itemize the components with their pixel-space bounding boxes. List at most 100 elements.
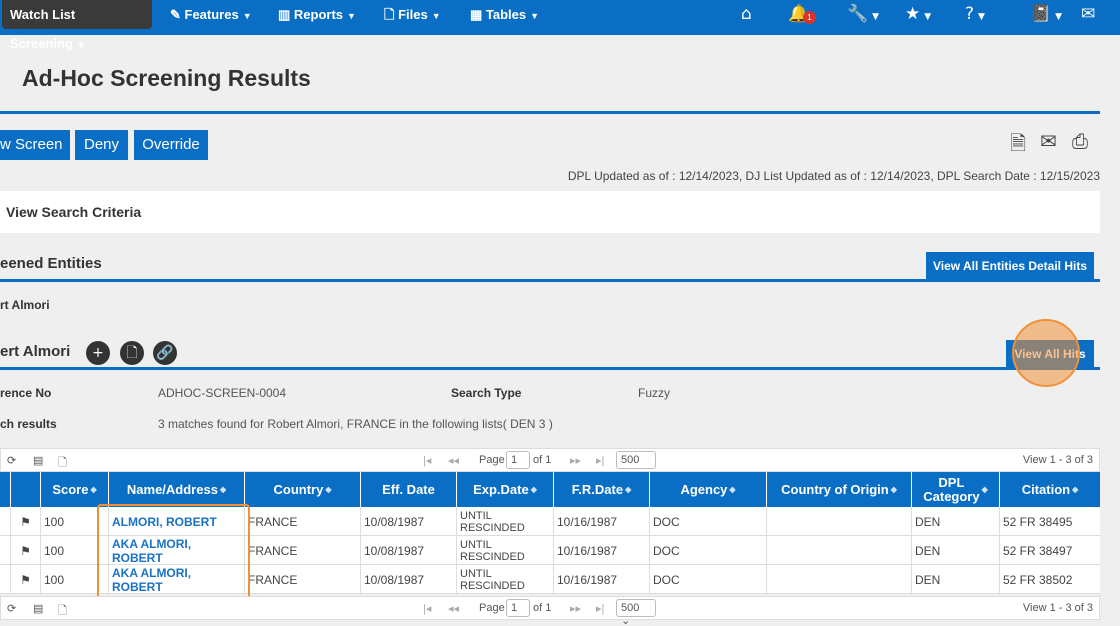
header-dpl-category[interactable]: DPL Category ◆ xyxy=(911,472,999,507)
file-icon: 🗋 xyxy=(384,7,399,22)
screened-divider xyxy=(0,279,1100,282)
header-agency[interactable]: Agency ◆ xyxy=(649,472,766,507)
cell-name-link[interactable]: AKA ALMORI, ROBERT xyxy=(108,565,244,594)
next-page-icon[interactable]: ▸▸ xyxy=(570,455,582,467)
help-icon[interactable]: ? ▼ xyxy=(965,4,985,24)
mail-icon[interactable]: ✉ xyxy=(1081,4,1096,24)
col-flag xyxy=(10,472,40,507)
cell-dpl-category: DEN xyxy=(911,536,999,565)
columns-icon[interactable]: ▤ xyxy=(33,455,44,467)
star-icon[interactable]: ★ ▼ xyxy=(905,4,932,24)
notification-badge: 1 xyxy=(803,11,816,24)
chart-icon: ▥ xyxy=(278,7,294,22)
page-input[interactable]: 1 xyxy=(506,451,530,469)
table-row[interactable]: ⚑ 100 AKA ALMORI, ROBERT FRANCE 10/08/19… xyxy=(0,565,1100,594)
menu-files[interactable]: 🗋 Files ▼ xyxy=(384,0,441,29)
cell-exp-date: UNTIL RESCINDED xyxy=(456,565,553,594)
export-icon[interactable]: 🗋 xyxy=(58,457,67,469)
header-country-of-origin[interactable]: Country of Origin ◆ xyxy=(766,472,911,507)
cell-country: FRANCE xyxy=(244,565,360,594)
last-page-icon[interactable]: ▸| xyxy=(596,603,605,615)
export-icon[interactable]: 🗋 xyxy=(58,605,67,617)
header-label: Agency xyxy=(680,481,728,497)
menu-reports[interactable]: ▥ Reports ▼ xyxy=(278,0,356,29)
header-exp-date[interactable]: Exp.Date ◆ xyxy=(456,472,553,507)
row-select[interactable] xyxy=(0,536,10,565)
attachment-icon[interactable]: 🔗 xyxy=(153,341,177,365)
menu-watch-list-screening[interactable]: Watch List Screening ▼ xyxy=(2,0,152,51)
wrench-icon[interactable]: 🔧 ▼ xyxy=(847,4,880,24)
header-label: F.R.Date xyxy=(571,481,624,497)
prev-page-icon[interactable]: ◂◂ xyxy=(448,603,460,615)
document-icon[interactable]: 🗋 xyxy=(120,341,144,365)
page-count: of 1 xyxy=(533,602,552,614)
columns-icon[interactable]: ▤ xyxy=(33,603,44,615)
header-label: Country of Origin xyxy=(781,481,889,497)
header-fr-date[interactable]: F.R.Date ◆ xyxy=(553,472,649,507)
cell-fr-date: 10/16/1987 xyxy=(553,507,649,536)
email-icon[interactable]: ✉ xyxy=(1040,129,1057,153)
cell-citation: 52 FR 38502 xyxy=(999,565,1100,594)
cell-country-of-origin xyxy=(766,507,911,536)
view-count: View 1 - 3 of 3 xyxy=(1022,602,1093,614)
header-citation[interactable]: Citation ◆ xyxy=(999,472,1100,507)
refresh-icon[interactable]: ⟳ xyxy=(7,603,17,615)
page-size-select[interactable]: 500 ⌄ xyxy=(616,451,656,479)
flag-icon[interactable]: ⚑ xyxy=(10,536,40,565)
table-row[interactable]: ⚑ 100 AKA ALMORI, ROBERT FRANCE 10/08/19… xyxy=(0,536,1100,565)
new-screen-button[interactable]: w Screen xyxy=(0,130,70,160)
caret-down-icon: ▼ xyxy=(76,40,86,50)
table-row[interactable]: ⚑ 100 ALMORI, ROBERT FRANCE 10/08/1987 U… xyxy=(0,507,1100,536)
menu-label: Reports xyxy=(293,7,344,22)
search-results-value: 3 matches found for Robert Almori, FRANC… xyxy=(158,417,553,431)
view-all-entities-detail-hits-button[interactable]: View All Entities Detail Hits xyxy=(926,252,1094,280)
first-page-icon[interactable]: |◂ xyxy=(423,455,432,467)
header-label: DPL Category xyxy=(923,474,980,504)
print-icon[interactable]: ⎙ xyxy=(1072,129,1088,153)
header-name-address[interactable]: Name/Address ◆ xyxy=(108,472,244,507)
screened-entity-name[interactable]: rt Almori xyxy=(0,298,50,312)
home-icon[interactable]: ⌂ xyxy=(741,4,752,24)
caret-down-icon: ▼ xyxy=(347,11,356,21)
cell-name-link[interactable]: ALMORI, ROBERT xyxy=(108,507,244,536)
caret-down-icon: ▼ xyxy=(530,11,540,21)
row-select[interactable] xyxy=(0,507,10,536)
header-label: Eff. Date xyxy=(382,481,435,497)
book-icon[interactable]: 📓 ▼ xyxy=(1030,4,1063,24)
add-icon[interactable]: + xyxy=(86,341,110,365)
flag-icon[interactable]: ⚑ xyxy=(10,565,40,594)
menu-label: Tables xyxy=(485,7,527,22)
page-input[interactable]: 1 xyxy=(506,599,530,617)
screened-entities-heading: eened Entities xyxy=(0,255,102,272)
refresh-icon[interactable]: ⟳ xyxy=(7,455,17,467)
cell-score: 100 xyxy=(40,536,108,565)
entity-heading: ert Almori xyxy=(0,343,71,360)
first-page-icon[interactable]: |◂ xyxy=(423,603,432,615)
header-eff-date[interactable]: Eff. Date xyxy=(360,472,456,507)
pager-bottom: ⟳ ▤ 🗋 |◂ ◂◂ Page 1 of 1 ▸▸ ▸| 500 ⌄ View… xyxy=(0,596,1100,626)
cell-dpl-category: DEN xyxy=(911,565,999,594)
header-country[interactable]: Country ◆ xyxy=(244,472,360,507)
page-size-value: 500 xyxy=(621,454,640,466)
flag-icon[interactable]: ⚑ xyxy=(10,507,40,536)
header-score[interactable]: Score ◆ xyxy=(40,472,108,507)
cell-score: 100 xyxy=(40,507,108,536)
last-page-icon[interactable]: ▸| xyxy=(596,455,605,467)
name-column-highlight xyxy=(97,504,250,601)
cell-score: 100 xyxy=(40,565,108,594)
pdf-icon[interactable]: 🗎 xyxy=(1010,131,1027,155)
next-page-icon[interactable]: ▸▸ xyxy=(570,603,582,615)
menu-features[interactable]: ✎ Features ▼ xyxy=(170,0,252,29)
cell-name-link[interactable]: AKA ALMORI, ROBERT xyxy=(108,536,244,565)
menu-label: Files xyxy=(398,7,428,22)
header-label: Citation xyxy=(1021,481,1071,497)
cell-fr-date: 10/16/1987 xyxy=(553,536,649,565)
cell-agency: DOC xyxy=(649,565,766,594)
page-size-select[interactable]: 500 ⌄ xyxy=(616,599,656,626)
prev-page-icon[interactable]: ◂◂ xyxy=(448,455,460,467)
view-search-criteria[interactable]: View Search Criteria xyxy=(0,191,1100,233)
override-button[interactable]: Override xyxy=(134,130,208,160)
row-select[interactable] xyxy=(0,565,10,594)
menu-tables[interactable]: ▦ Tables ▼ xyxy=(470,0,539,29)
deny-button[interactable]: Deny xyxy=(75,130,128,160)
